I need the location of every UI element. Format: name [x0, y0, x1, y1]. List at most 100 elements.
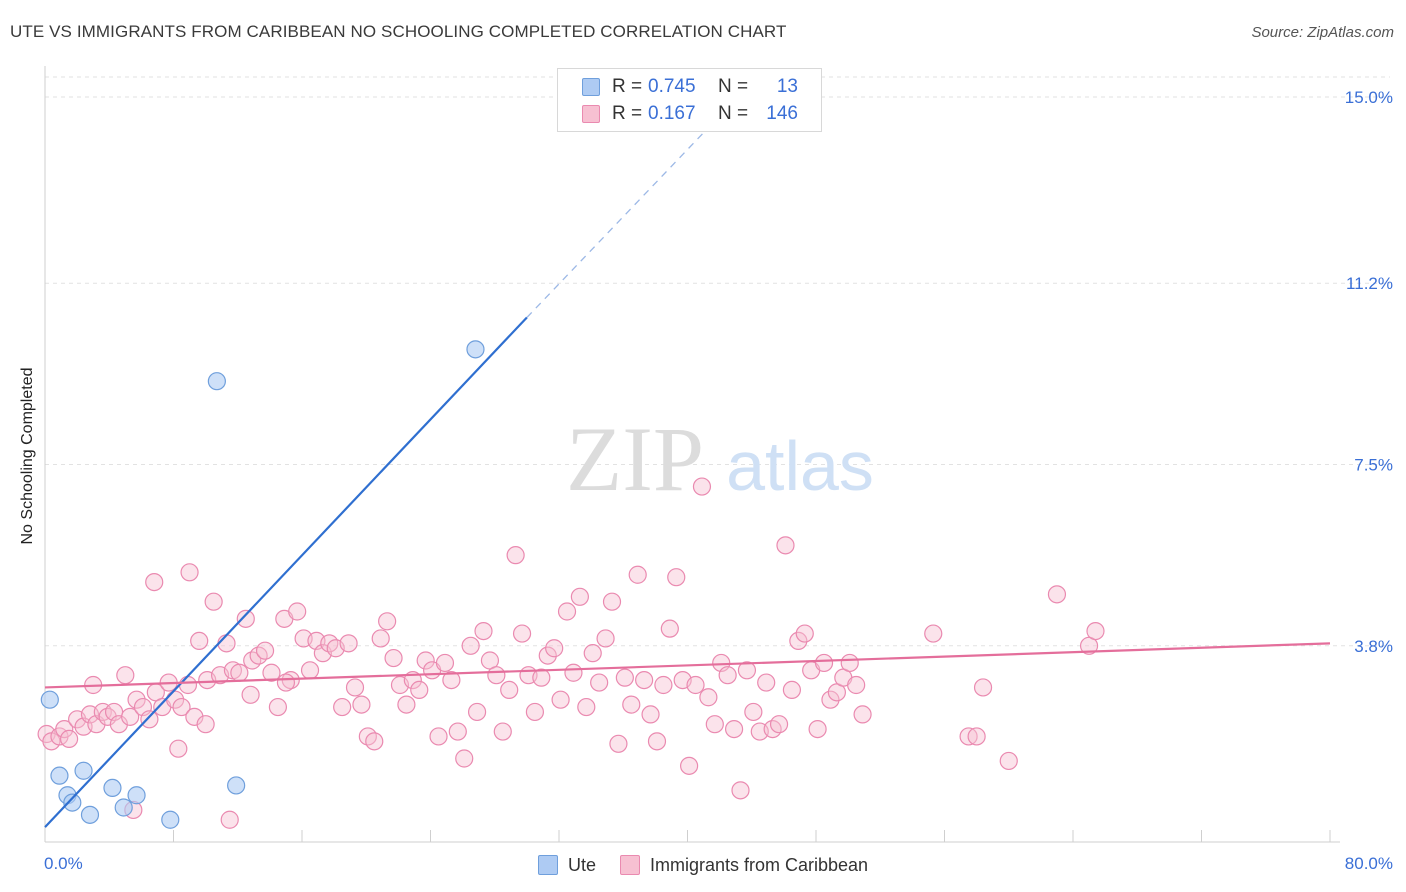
caribbean-point — [352, 695, 371, 714]
caribbean-point — [241, 685, 260, 704]
ute-point — [114, 798, 133, 817]
caribbean-point — [217, 634, 236, 653]
caribbean-point — [647, 732, 667, 751]
source-label: Source: ZipAtlas.com — [1251, 24, 1394, 41]
caribbean-point — [371, 629, 390, 648]
caribbean-point — [378, 612, 397, 631]
caribbean-point — [512, 624, 532, 643]
r-value: 0.745 — [648, 76, 696, 97]
caribbean-point — [487, 666, 506, 685]
watermark-atlas: atlas — [726, 427, 874, 505]
caribbean-point — [609, 734, 628, 753]
caribbean-point — [493, 722, 512, 741]
correlation-legend: R = 0.745 N = 13 R = 0.167 N = 146 — [557, 68, 822, 132]
caribbean-point — [551, 690, 570, 709]
caribbean-point — [699, 688, 718, 707]
caribbean-point — [686, 675, 705, 695]
caribbean-point — [583, 644, 602, 663]
caribbean-point — [641, 705, 660, 724]
caribbean-point — [416, 651, 435, 670]
ute-point — [466, 340, 485, 359]
caribbean-point — [808, 719, 827, 739]
caribbean-point — [532, 668, 551, 687]
legend-row-ute: R = 0.745 N = 13 — [582, 75, 798, 99]
r-label: R = — [612, 103, 643, 124]
caribbean-point — [680, 756, 699, 775]
ute-point — [74, 761, 93, 780]
legend-label-caribbean: Immigrants from Caribbean — [649, 854, 869, 875]
y-tick-label: 3.8% — [1354, 637, 1393, 656]
caribbean-point — [190, 631, 209, 651]
caribbean-point — [55, 719, 74, 739]
caribbean-point — [300, 661, 320, 680]
axes — [44, 66, 1340, 843]
caribbean-point — [442, 670, 461, 690]
caribbean-point — [500, 680, 519, 700]
caribbean-point — [109, 715, 128, 734]
caribbean-point — [814, 653, 834, 673]
caribbean-point — [602, 592, 622, 611]
ute-point — [40, 690, 59, 709]
caribbean-point — [776, 536, 795, 555]
caribbean-point — [744, 702, 763, 722]
caribbean-point — [570, 587, 589, 606]
caribbean-point — [288, 602, 307, 621]
caribbean-swatch — [582, 105, 600, 123]
ute-trend-line — [44, 316, 528, 828]
caribbean-point — [840, 653, 859, 673]
caribbean-point — [268, 697, 288, 717]
caribbean-point — [564, 663, 583, 682]
caribbean-point — [821, 690, 840, 709]
caribbean-point — [384, 648, 403, 668]
caribbean-point — [140, 710, 159, 729]
tick-labels: 3.8% 7.5% 11.2% 15.0% 0.0% 80.0% — [44, 88, 1393, 873]
caribbean-point — [185, 707, 204, 726]
caribbean-point — [121, 707, 140, 726]
caribbean-point — [345, 678, 365, 697]
caribbean-point — [967, 727, 986, 746]
caribbean-point — [429, 727, 448, 746]
caribbean-point — [557, 602, 577, 621]
caribbean-point — [769, 715, 789, 734]
caribbean-point — [339, 634, 358, 653]
caribbean-point — [145, 572, 164, 592]
caribbean-point — [255, 641, 275, 660]
watermark: ZIP atlas — [566, 408, 874, 510]
caribbean-point — [467, 702, 487, 722]
grid — [45, 76, 1390, 647]
caribbean-points — [37, 477, 1105, 829]
caribbean-point — [365, 732, 384, 751]
caribbean-point — [262, 663, 281, 682]
caribbean-point — [178, 675, 198, 695]
caribbean-point — [635, 670, 654, 690]
y-tick-label: 7.5% — [1354, 456, 1393, 475]
caribbean-point — [127, 690, 146, 709]
caribbean-point — [397, 695, 416, 714]
caribbean-point — [692, 477, 712, 496]
caribbean-point — [782, 680, 802, 700]
caribbean-point — [590, 673, 609, 692]
caribbean-point — [654, 675, 673, 695]
legend-row-caribbean: R = 0.167 N = 146 — [582, 102, 798, 126]
caribbean-point — [169, 739, 188, 758]
caribbean-point — [276, 673, 296, 692]
caribbean-point — [628, 565, 647, 584]
trend-lines — [44, 81, 1331, 828]
caribbean-point — [410, 680, 429, 700]
caribbean-point — [545, 639, 564, 658]
ute-trend-extension — [526, 81, 753, 318]
legend-item-caribbean[interactable]: Immigrants from Caribbean — [619, 854, 869, 876]
caribbean-point — [596, 629, 615, 648]
caribbean-point — [853, 705, 872, 724]
ute-point — [50, 766, 69, 785]
caribbean-point — [333, 697, 352, 717]
caribbean-point — [615, 668, 634, 687]
ute-swatch — [582, 78, 600, 96]
legend-item-ute[interactable]: Ute — [537, 855, 596, 876]
n-label: N = — [718, 76, 749, 97]
y-axis-title: No Schooling Completed — [19, 367, 36, 545]
caribbean-point — [230, 663, 249, 682]
caribbean-point — [172, 697, 191, 717]
caribbean-point — [718, 666, 737, 685]
